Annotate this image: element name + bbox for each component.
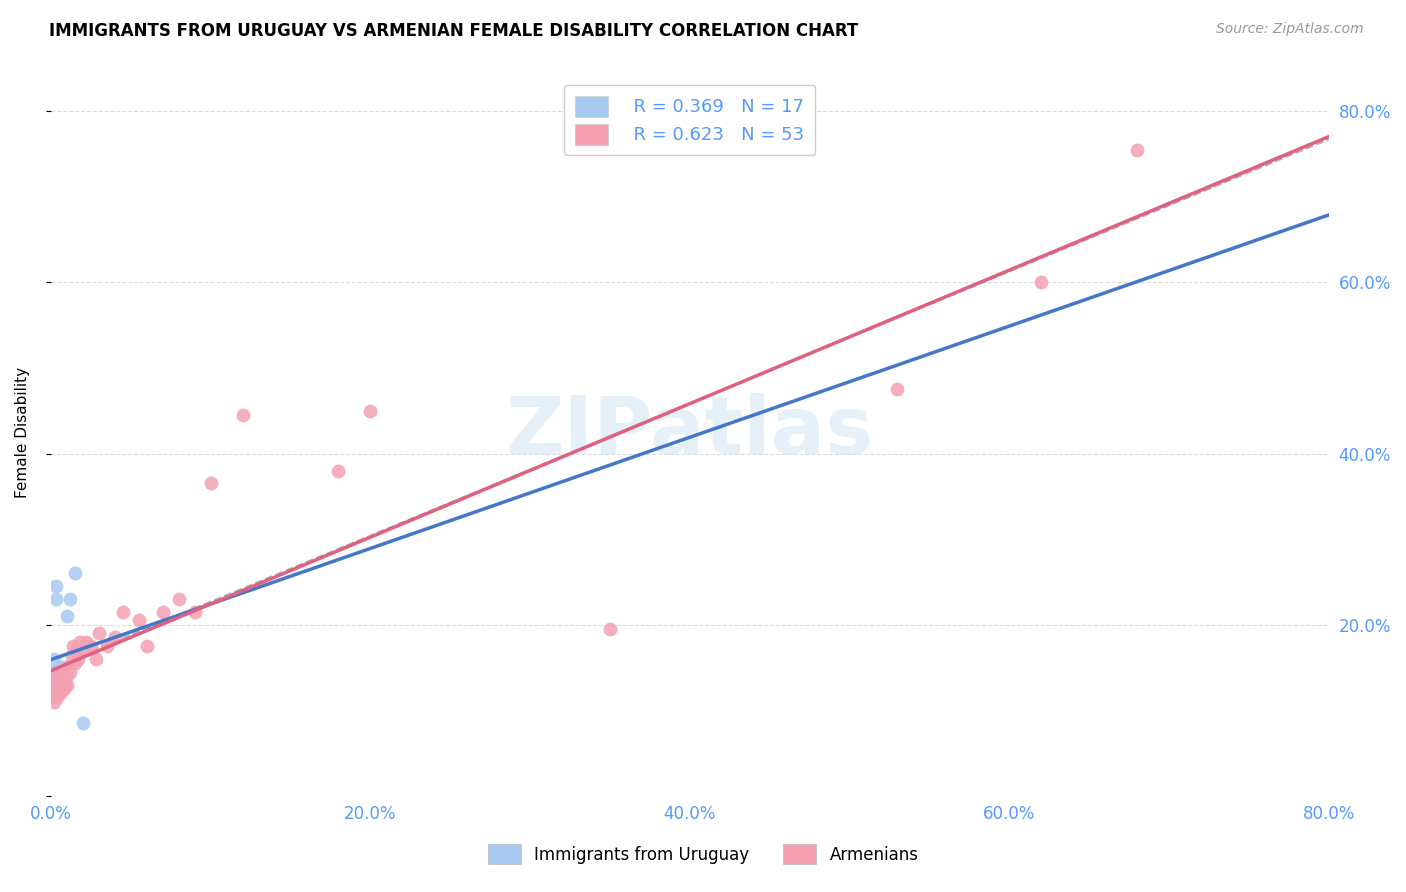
Point <box>45 686 67 700</box>
Point <box>48 665 70 679</box>
Point <box>58 660 80 674</box>
Point <box>886 383 908 397</box>
Point <box>1126 143 1149 157</box>
Point <box>56 609 79 624</box>
Text: Source: ZipAtlas.com: Source: ZipAtlas.com <box>1216 22 1364 37</box>
Point <box>49 686 72 700</box>
Point <box>42 665 65 679</box>
Point <box>45 579 67 593</box>
Point <box>167 591 190 606</box>
Point <box>42 652 65 666</box>
Point <box>96 639 118 653</box>
Point <box>80 639 103 653</box>
Point <box>41 690 63 705</box>
Point <box>1031 276 1053 290</box>
Point <box>84 652 107 666</box>
Text: IMMIGRANTS FROM URUGUAY VS ARMENIAN FEMALE DISABILITY CORRELATION CHART: IMMIGRANTS FROM URUGUAY VS ARMENIAN FEMA… <box>49 22 859 40</box>
Point <box>60 648 83 662</box>
Point <box>42 681 65 696</box>
Point <box>51 669 73 683</box>
Point <box>59 665 82 679</box>
Point <box>56 669 79 683</box>
Point <box>51 681 73 696</box>
Point <box>46 669 69 683</box>
Point <box>128 613 150 627</box>
Point <box>41 686 63 700</box>
Y-axis label: Female Disability: Female Disability <box>15 367 30 498</box>
Point <box>52 665 75 679</box>
Point <box>75 634 97 648</box>
Point <box>52 681 75 696</box>
Point <box>41 677 63 691</box>
Point <box>48 686 70 700</box>
Point <box>63 656 86 670</box>
Point <box>72 643 94 657</box>
Point <box>599 622 621 636</box>
Point <box>87 626 110 640</box>
Point <box>69 634 91 648</box>
Point <box>49 669 72 683</box>
Point <box>65 643 87 657</box>
Point <box>72 716 94 731</box>
Point <box>45 669 67 683</box>
Point <box>104 631 127 645</box>
Point <box>53 677 76 691</box>
Point <box>183 605 205 619</box>
Point <box>46 677 69 691</box>
Point <box>200 476 222 491</box>
Point <box>59 591 82 606</box>
Point <box>42 673 65 688</box>
Point <box>48 669 70 683</box>
Legend: Immigrants from Uruguay, Armenians: Immigrants from Uruguay, Armenians <box>481 838 925 871</box>
Point <box>42 695 65 709</box>
Point <box>49 673 72 688</box>
Point <box>48 681 70 696</box>
Point <box>52 669 75 683</box>
Point <box>152 605 174 619</box>
Point <box>53 665 76 679</box>
Point <box>46 677 69 691</box>
Legend:   R = 0.369   N = 17,   R = 0.623   N = 53: R = 0.369 N = 17, R = 0.623 N = 53 <box>564 85 815 155</box>
Point <box>53 677 76 691</box>
Point <box>135 639 157 653</box>
Point <box>45 677 67 691</box>
Point <box>56 677 79 691</box>
Point <box>48 677 70 691</box>
Text: ZIPatlas: ZIPatlas <box>506 393 875 471</box>
Point <box>63 566 86 581</box>
Point <box>46 690 69 705</box>
Point <box>66 652 89 666</box>
Point <box>46 673 69 688</box>
Point <box>231 408 253 422</box>
Point <box>62 639 84 653</box>
Point <box>111 605 134 619</box>
Point <box>51 660 73 674</box>
Point <box>359 403 381 417</box>
Point <box>328 464 350 478</box>
Point <box>45 591 67 606</box>
